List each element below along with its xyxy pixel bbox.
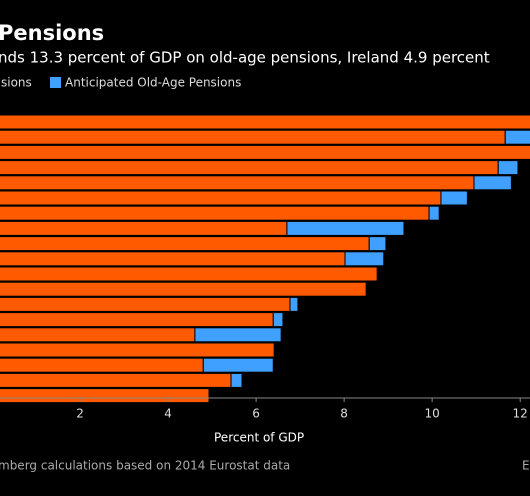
x-tick-label: 8: [340, 407, 348, 421]
bar-segment: [0, 190, 442, 206]
bar-segment: [497, 160, 519, 176]
bar-segment: [0, 312, 274, 328]
x-tick-label: 6: [252, 407, 260, 421]
bar-segment: [0, 266, 378, 282]
bar-segment: [230, 372, 243, 388]
bar-segment: [272, 312, 284, 328]
bar-segment: [440, 190, 468, 206]
bar-segment: [0, 220, 288, 236]
bar-segment: [0, 236, 370, 252]
bar-segment: [504, 129, 530, 145]
bar-segment: [0, 175, 475, 191]
bar-segment: [202, 357, 274, 373]
x-tick-label: 10: [425, 407, 440, 421]
chart-title: Pensions: [0, 21, 104, 45]
x-tick-label: 2: [76, 407, 84, 421]
bar-segment: [0, 129, 506, 145]
bar-segment: [0, 342, 275, 358]
bar-segment: [0, 327, 196, 343]
bar-segment: [0, 357, 204, 373]
bar-segment: [428, 205, 440, 221]
bar-segment: [286, 220, 405, 236]
x-tick-label: 12: [513, 407, 528, 421]
bar-segment: [368, 236, 387, 252]
bar-segment: [0, 160, 499, 176]
bar-segment: [344, 251, 385, 267]
bar-segment: [0, 281, 367, 297]
bar-segment: [0, 205, 430, 221]
bar-segment: [289, 296, 299, 312]
legend-swatch: [50, 77, 61, 88]
x-tick-label: 4: [164, 407, 172, 421]
bar-segment: [0, 296, 291, 312]
source-note: mberg calculations based on 2014 Eurosta…: [0, 459, 290, 473]
bar-segment: [0, 388, 210, 404]
bar-segment: [194, 327, 282, 343]
bar-segment: [0, 144, 530, 160]
bar-segment: [0, 114, 530, 130]
x-axis-label: Percent of GDP: [214, 431, 304, 445]
legend-label: Anticipated Old-Age Pensions: [65, 76, 241, 90]
chart-subtitle: nds 13.3 percent of GDP on old-age pensi…: [0, 49, 490, 67]
bar-segment: [473, 175, 512, 191]
logo: E: [522, 459, 530, 473]
bar-segment: [0, 251, 346, 267]
legend-label: sions: [1, 76, 32, 90]
bar-segment: [0, 372, 232, 388]
